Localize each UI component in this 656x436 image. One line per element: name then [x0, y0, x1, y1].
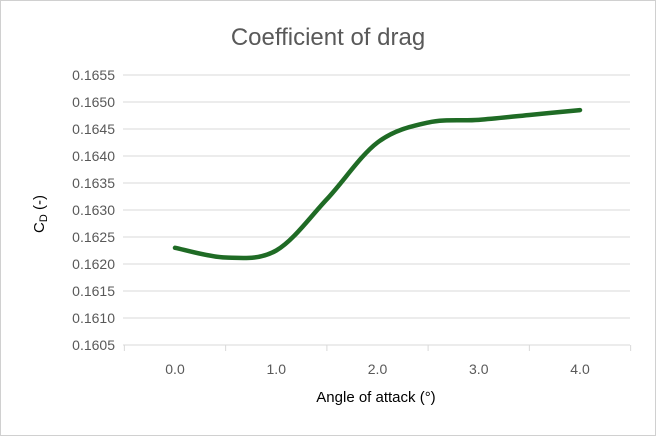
x-tick-label: 1.0 — [267, 361, 287, 377]
x-tick-label: 0.0 — [165, 361, 185, 377]
y-axis-title-suffix: (-) — [31, 195, 48, 214]
y-axis-title-subscript: D — [38, 214, 50, 222]
y-axis-title: CD (-) — [31, 195, 50, 233]
y-tick-label: 0.1610 — [72, 310, 115, 326]
x-tick-label: 3.0 — [469, 361, 489, 377]
x-tick-labels: 0.0 1.0 2.0 3.0 4.0 — [165, 361, 590, 377]
y-tick-label: 0.1630 — [72, 202, 115, 218]
grid-lines — [123, 74, 632, 351]
chart-title: Coefficient of drag — [231, 24, 425, 51]
y-tick-label: 0.1615 — [72, 283, 115, 299]
y-axis-title-main: C — [31, 222, 48, 233]
y-tick-label: 0.1645 — [72, 121, 115, 137]
x-axis-title: Angle of attack (°) — [316, 389, 435, 406]
x-tick-label: 4.0 — [570, 361, 590, 377]
y-tick-label: 0.1655 — [72, 67, 115, 83]
series-line — [172, 107, 583, 261]
y-tick-label: 0.1640 — [72, 148, 115, 164]
y-tick-label: 0.1635 — [72, 175, 115, 191]
y-tick-label: 0.1605 — [72, 337, 115, 353]
y-tick-labels: 0.1655 0.1650 0.1645 0.1640 0.1635 0.1630 0.16… — [72, 67, 115, 353]
y-tick-label: 0.1625 — [72, 229, 115, 245]
x-tick-label: 2.0 — [368, 361, 388, 377]
y-tick-label: 0.1620 — [72, 256, 115, 272]
y-tick-label: 0.1650 — [72, 94, 115, 110]
